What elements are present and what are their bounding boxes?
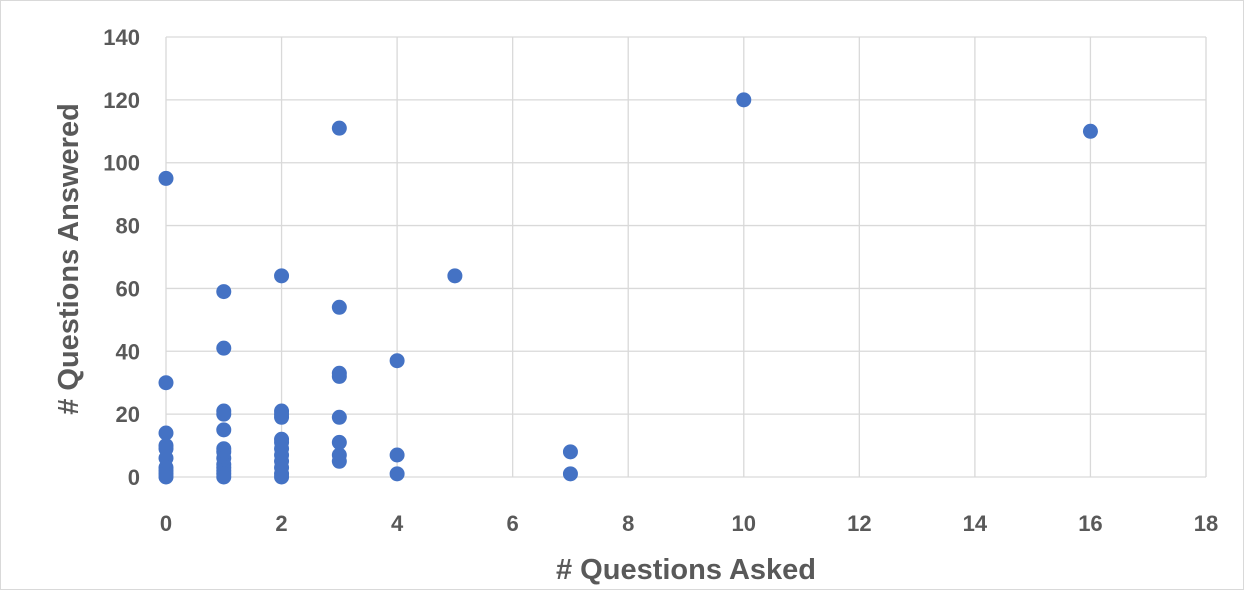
y-tick-label: 140 [103,25,140,50]
data-point [447,268,463,284]
data-point [158,469,174,485]
x-tick-label: 12 [847,511,871,536]
y-tick-label: 100 [103,151,140,176]
x-tick-label: 0 [160,511,172,536]
data-point [331,453,347,469]
x-tick-label: 2 [275,511,287,536]
data-point [389,466,405,482]
data-point [216,284,232,300]
data-point [389,447,405,463]
x-tick-label: 8 [622,511,634,536]
data-point [216,422,232,438]
y-tick-label: 40 [116,339,140,364]
data-point [158,375,174,391]
data-point [274,469,290,485]
data-point [562,444,578,460]
x-tick-label: 6 [507,511,519,536]
data-point [331,434,347,450]
data-point [216,406,232,422]
data-point [331,120,347,136]
x-tick-label: 16 [1078,511,1102,536]
y-tick-label: 80 [116,214,140,239]
y-tick-label: 20 [116,402,140,427]
x-axis-title: # Questions Asked [556,554,816,586]
gridlines [165,36,1207,478]
x-axis-ticks: 0 2 4 6 8 10 12 14 16 18 [160,511,1218,536]
data-point [216,469,232,485]
data-point [274,268,290,284]
x-tick-label: 4 [391,511,404,536]
data-point [1082,123,1098,139]
data-point [389,353,405,369]
y-tick-label: 0 [128,465,140,490]
y-tick-label: 60 [116,276,140,301]
x-tick-label: 10 [732,511,756,536]
data-point [331,409,347,425]
data-points [158,92,1098,485]
data-point [274,409,290,425]
x-tick-label: 18 [1194,511,1218,536]
data-point [331,299,347,315]
data-point [158,170,174,186]
y-axis-title: # Questions Answered [53,103,85,415]
data-point [331,368,347,384]
data-point [158,425,174,441]
data-point [736,92,752,108]
y-tick-label: 120 [103,88,140,113]
y-axis-ticks: 0 20 40 60 80 100 120 140 [103,25,140,490]
data-point [216,340,232,356]
x-tick-label: 14 [963,511,988,536]
data-point [562,466,578,482]
